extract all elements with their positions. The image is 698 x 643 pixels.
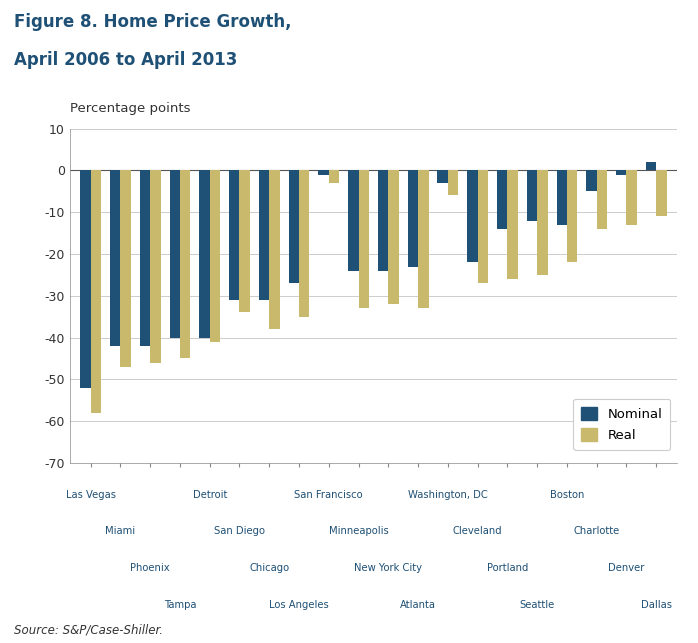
Bar [140, 170, 150, 346]
Bar [150, 170, 161, 363]
Bar [288, 170, 299, 283]
Bar [299, 170, 309, 317]
Text: Denver: Denver [608, 563, 645, 574]
Bar [259, 170, 269, 300]
Text: Cleveland: Cleveland [453, 527, 503, 536]
Text: San Diego: San Diego [214, 527, 265, 536]
Text: Percentage points: Percentage points [70, 102, 191, 115]
Text: Phoenix: Phoenix [131, 563, 170, 574]
Bar [378, 170, 388, 271]
Bar [567, 170, 577, 262]
Bar [646, 162, 656, 170]
Text: Las Vegas: Las Vegas [66, 490, 116, 500]
Bar [527, 170, 537, 221]
Text: Los Angeles: Los Angeles [269, 600, 329, 610]
Bar [418, 170, 429, 309]
Bar [586, 170, 597, 192]
Text: Dallas: Dallas [641, 600, 671, 610]
Bar [329, 170, 339, 183]
Text: Figure 8. Home Price Growth,: Figure 8. Home Price Growth, [14, 13, 292, 31]
Bar [110, 170, 120, 346]
Text: San Francisco: San Francisco [295, 490, 363, 500]
Bar [467, 170, 477, 262]
Text: Boston: Boston [550, 490, 584, 500]
Text: Portland: Portland [487, 563, 528, 574]
Text: Minneapolis: Minneapolis [329, 527, 388, 536]
Text: Miami: Miami [105, 527, 135, 536]
Bar [348, 170, 359, 271]
Bar [497, 170, 507, 229]
Text: Detroit: Detroit [193, 490, 227, 500]
Text: New York City: New York City [355, 563, 422, 574]
Bar [616, 170, 627, 175]
Bar [180, 170, 191, 359]
Bar [408, 170, 418, 266]
Bar [229, 170, 239, 300]
Text: Tampa: Tampa [164, 600, 196, 610]
Text: Seattle: Seattle [519, 600, 555, 610]
Bar [537, 170, 547, 275]
Text: Washington, DC: Washington, DC [408, 490, 488, 500]
Bar [656, 170, 667, 216]
Bar [388, 170, 399, 304]
Bar [80, 170, 91, 388]
Text: Atlanta: Atlanta [400, 600, 436, 610]
Bar [209, 170, 220, 342]
Bar [359, 170, 369, 309]
Bar [269, 170, 280, 329]
Bar [239, 170, 250, 312]
Bar [120, 170, 131, 367]
Bar [597, 170, 607, 229]
Bar [448, 170, 459, 195]
Bar [627, 170, 637, 225]
Bar [507, 170, 518, 279]
Text: April 2006 to April 2013: April 2006 to April 2013 [14, 51, 237, 69]
Bar [438, 170, 448, 183]
Text: Source: S&P/Case-Shiller.: Source: S&P/Case-Shiller. [14, 624, 163, 637]
Bar [200, 170, 209, 338]
Bar [91, 170, 101, 413]
Bar [556, 170, 567, 225]
Text: Charlotte: Charlotte [574, 527, 620, 536]
Text: Chicago: Chicago [249, 563, 289, 574]
Bar [477, 170, 488, 283]
Bar [318, 170, 329, 175]
Legend: Nominal, Real: Nominal, Real [573, 399, 671, 449]
Bar [170, 170, 180, 338]
